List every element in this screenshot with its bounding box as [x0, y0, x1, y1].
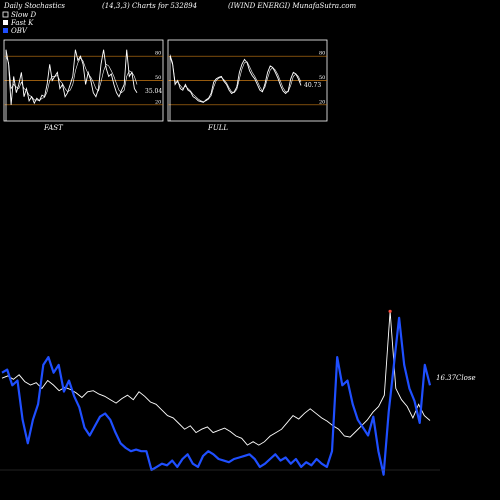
price-peak-marker [388, 309, 392, 313]
legend-swatch-slow-d [2, 11, 9, 18]
legend: Slow D Fast K OBV [2, 11, 36, 35]
full-tick-label-80: 80 [319, 51, 325, 57]
legend-item-slow-d: Slow D [2, 11, 36, 19]
fast-last-value: 35.04 [145, 88, 162, 95]
legend-label-slow-d: Slow D [11, 11, 36, 19]
header-center: (14,3,3) Charts for 532894 [102, 2, 197, 10]
legend-label-obv: OBV [11, 27, 28, 35]
full-tick-label-20: 20 [319, 99, 325, 105]
close-label: 16.37Close [436, 374, 476, 382]
fast-tick-label-20: 20 [155, 99, 161, 105]
full-last-value: 40.73 [304, 82, 321, 89]
fast-stochastic-panel: 20 50 80 35.04 FAST [3, 39, 164, 132]
header-right: (IWIND ENERGI) MunafaSutra.com [228, 2, 356, 10]
fast-tick-label-50: 50 [155, 75, 161, 81]
full-stochastic-panel: 20 50 80 40.73 FULL [167, 39, 328, 132]
obv-series-line [1, 316, 432, 476]
legend-item-obv: OBV [3, 27, 28, 35]
legend-swatch-fast-k [3, 20, 8, 25]
full-tick-label-50: 50 [319, 75, 325, 81]
fast-series-line-0 [5, 49, 138, 105]
full-series-line-0 [169, 56, 302, 103]
header: Daily Stochastics (14,3,3) Charts for 53… [3, 2, 356, 10]
legend-item-fast-k: Fast K [3, 19, 34, 27]
full-series-line-1 [169, 54, 302, 102]
legend-swatch-obv [3, 28, 8, 33]
header-left: Daily Stochastics [3, 2, 65, 10]
fast-tick-label-80: 80 [155, 51, 161, 57]
fast-series-line-1 [5, 56, 138, 102]
price-series-line [1, 311, 431, 446]
legend-label-fast-k: Fast K [10, 19, 34, 27]
price-obv-panel: 16.37Close [0, 309, 476, 476]
fast-panel-label: FAST [43, 124, 64, 132]
full-panel-label: FULL [207, 124, 228, 132]
